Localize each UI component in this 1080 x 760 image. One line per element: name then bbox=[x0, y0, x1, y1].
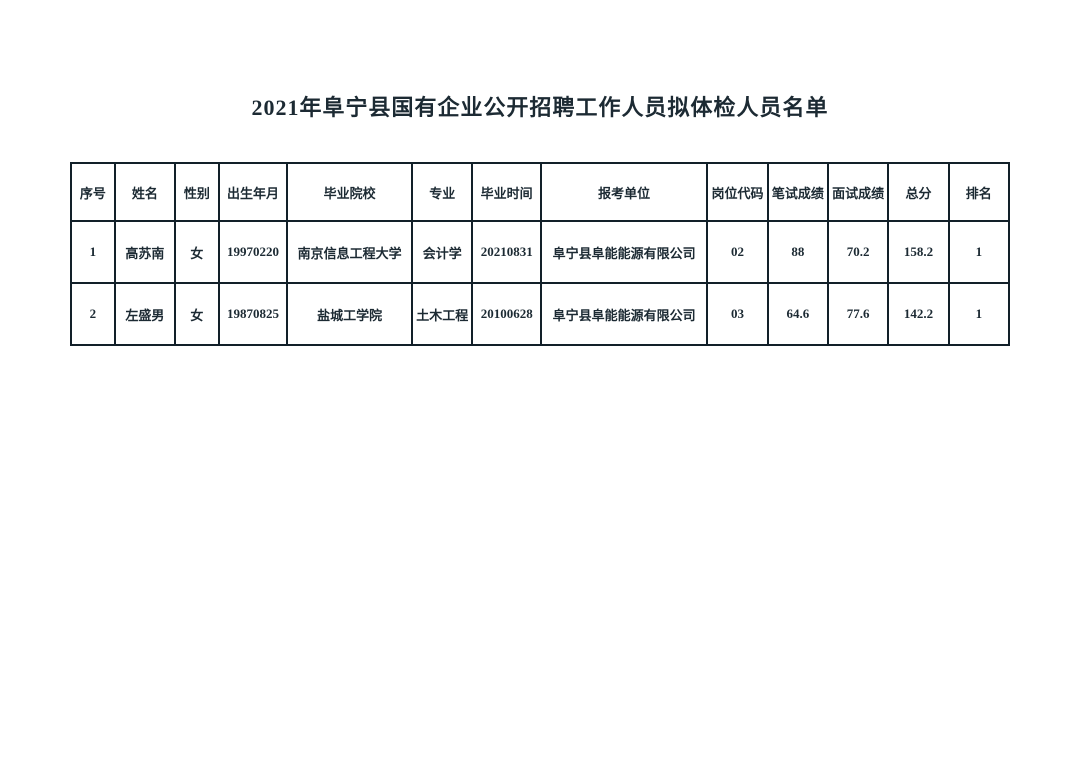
col-header-postcode: 岗位代码 bbox=[707, 163, 767, 221]
table-row: 2 左盛男 女 19870825 盐城工学院 土木工程 20100628 阜宁县… bbox=[71, 283, 1009, 345]
cell-school: 南京信息工程大学 bbox=[287, 221, 412, 283]
cell-gradtime: 20100628 bbox=[472, 283, 541, 345]
cell-employer: 阜宁县阜能能源有限公司 bbox=[541, 221, 707, 283]
page-title: 2021年阜宁县国有企业公开招聘工作人员拟体检人员名单 bbox=[70, 90, 1010, 122]
col-header-written: 笔试成绩 bbox=[768, 163, 828, 221]
col-header-major: 专业 bbox=[412, 163, 472, 221]
cell-name: 高苏南 bbox=[115, 221, 175, 283]
col-header-interview: 面试成绩 bbox=[828, 163, 888, 221]
table-head: 序号 姓名 性别 出生年月 毕业院校 专业 毕业时间 报考单位 岗位代码 笔试成… bbox=[71, 163, 1009, 221]
cell-birth: 19870825 bbox=[219, 283, 288, 345]
cell-postcode: 03 bbox=[707, 283, 767, 345]
cell-major: 土木工程 bbox=[412, 283, 472, 345]
col-header-school: 毕业院校 bbox=[287, 163, 412, 221]
col-header-employer: 报考单位 bbox=[541, 163, 707, 221]
cell-rank: 1 bbox=[949, 221, 1009, 283]
cell-employer: 阜宁县阜能能源有限公司 bbox=[541, 283, 707, 345]
cell-written: 88 bbox=[768, 221, 828, 283]
table-body: 1 高苏南 女 19970220 南京信息工程大学 会计学 20210831 阜… bbox=[71, 221, 1009, 345]
col-header-gradtime: 毕业时间 bbox=[472, 163, 541, 221]
cell-major: 会计学 bbox=[412, 221, 472, 283]
cell-school: 盐城工学院 bbox=[287, 283, 412, 345]
cell-interview: 70.2 bbox=[828, 221, 888, 283]
col-header-gender: 性别 bbox=[175, 163, 219, 221]
cell-total: 142.2 bbox=[888, 283, 948, 345]
cell-gender: 女 bbox=[175, 221, 219, 283]
cell-name: 左盛男 bbox=[115, 283, 175, 345]
cell-birth: 19970220 bbox=[219, 221, 288, 283]
cell-index: 1 bbox=[71, 221, 115, 283]
cell-rank: 1 bbox=[949, 283, 1009, 345]
document-page: 2021年阜宁县国有企业公开招聘工作人员拟体检人员名单 序号 姓名 性别 出生年… bbox=[0, 0, 1080, 346]
cell-gender: 女 bbox=[175, 283, 219, 345]
cell-interview: 77.6 bbox=[828, 283, 888, 345]
cell-total: 158.2 bbox=[888, 221, 948, 283]
col-header-birth: 出生年月 bbox=[219, 163, 288, 221]
cell-gradtime: 20210831 bbox=[472, 221, 541, 283]
cell-postcode: 02 bbox=[707, 221, 767, 283]
table-header-row: 序号 姓名 性别 出生年月 毕业院校 专业 毕业时间 报考单位 岗位代码 笔试成… bbox=[71, 163, 1009, 221]
table-row: 1 高苏南 女 19970220 南京信息工程大学 会计学 20210831 阜… bbox=[71, 221, 1009, 283]
col-header-total: 总分 bbox=[888, 163, 948, 221]
col-header-rank: 排名 bbox=[949, 163, 1009, 221]
col-header-name: 姓名 bbox=[115, 163, 175, 221]
col-header-index: 序号 bbox=[71, 163, 115, 221]
cell-written: 64.6 bbox=[768, 283, 828, 345]
candidates-table: 序号 姓名 性别 出生年月 毕业院校 专业 毕业时间 报考单位 岗位代码 笔试成… bbox=[70, 162, 1010, 346]
cell-index: 2 bbox=[71, 283, 115, 345]
